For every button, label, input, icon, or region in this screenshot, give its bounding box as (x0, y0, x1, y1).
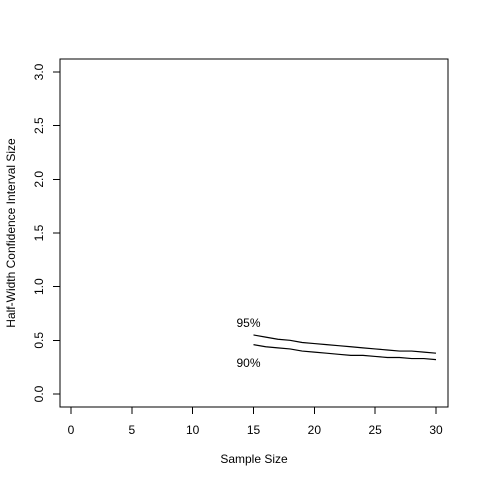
x-tick-label: 25 (368, 423, 382, 437)
series-line-2 (253, 344, 437, 361)
x-tick-label: 20 (308, 423, 322, 437)
series-labels-layer: 95% 90% (236, 316, 260, 370)
y-tick-label: 1.5 (32, 224, 46, 241)
y-tick-label: 3.0 (32, 63, 46, 80)
series-label: 90% (236, 356, 260, 370)
y-tick-label: 2.5 (32, 117, 46, 134)
x-axis: 0 5 10 15 20 25 30 (68, 406, 443, 437)
x-tick-label: 15 (247, 423, 261, 437)
x-axis-label: Sample Size (220, 452, 288, 466)
x-tick-label: 10 (186, 423, 200, 437)
x-tick-label: 0 (68, 423, 75, 437)
y-tick-label: 0.0 (32, 385, 46, 402)
plot-frame (59, 58, 449, 408)
series-label: 95% (236, 316, 260, 330)
x-tick-label: 30 (429, 423, 443, 437)
series-line-1 (253, 334, 437, 354)
y-tick-label: 1.0 (32, 278, 46, 295)
y-axis: 0.0 0.5 1.0 1.5 2.0 2.5 3.0 (32, 63, 61, 402)
series-layer (253, 334, 437, 361)
y-axis-label: Half-Width Confidence Interval Size (4, 138, 18, 328)
x-tick-label: 5 (128, 423, 135, 437)
y-tick-label: 0.5 (32, 332, 46, 349)
y-tick-label: 2.0 (32, 171, 46, 188)
